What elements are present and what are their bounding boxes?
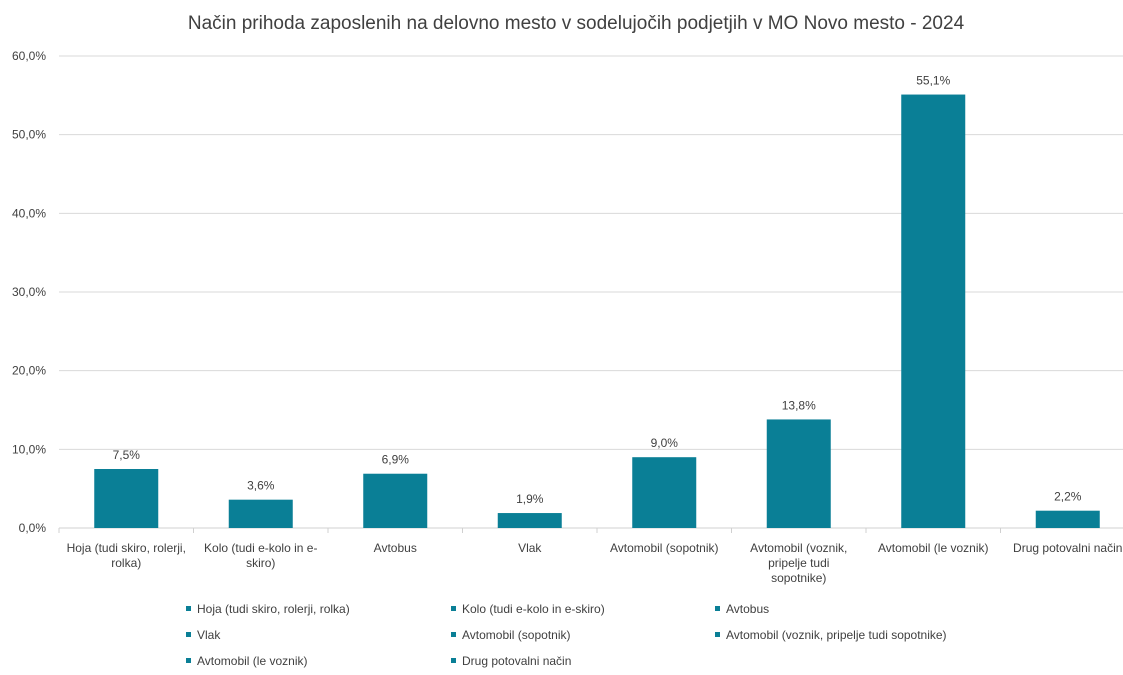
bar	[1035, 510, 1100, 528]
data-label: 55,1%	[916, 74, 950, 88]
legend: Hoja (tudi skiro, rolerji, rolka) Kolo (t…	[186, 602, 947, 668]
y-tick-label: 20,0%	[12, 364, 46, 378]
legend-label: Avtomobil (voznik, pripelje tudi sopotni…	[726, 628, 947, 642]
category-label: Avtomobil (le voznik)	[878, 541, 988, 555]
y-tick-label: 30,0%	[12, 285, 46, 299]
legend-swatch	[186, 632, 191, 637]
data-label: 9,0%	[651, 436, 679, 450]
bar	[497, 513, 562, 528]
legend-swatch	[715, 632, 720, 637]
y-tick-label: 0,0%	[19, 521, 47, 535]
data-label: 1,9%	[516, 492, 544, 506]
bar	[632, 457, 697, 528]
data-label: 3,6%	[247, 479, 275, 493]
legend-label: Avtobus	[726, 602, 769, 616]
legend-label: Hoja (tudi skiro, rolerji, rolka)	[197, 602, 350, 616]
y-tick-label: 60,0%	[12, 49, 46, 63]
data-label: 7,5%	[113, 448, 141, 462]
category-label: Drug potovalni način	[1013, 541, 1122, 555]
x-axis-categories: Hoja (tudi skiro, rolerji, rolka) Kolo (tu…	[67, 541, 1123, 585]
y-axis-ticks: 0,0% 10,0% 20,0% 30,0% 40,0% 50,0% 60,0%	[12, 49, 46, 535]
legend-swatch	[186, 606, 191, 611]
legend-swatch	[451, 606, 456, 611]
legend-swatch	[186, 658, 191, 663]
category-label: Avtomobil (voznik, pripelje tudi sopotnike…	[750, 541, 847, 585]
category-label: Vlak	[518, 541, 542, 555]
bar	[363, 473, 428, 528]
legend-swatch	[451, 658, 456, 663]
bars	[94, 94, 1100, 529]
legend-swatch	[715, 606, 720, 611]
category-label: Kolo (tudi e-kolo in e-skiro)	[204, 541, 317, 570]
data-label: 13,8%	[782, 398, 816, 412]
chart-title: Način prihoda zaposlenih na delovno mest…	[188, 13, 965, 34]
legend-label: Drug potovalni način	[462, 654, 571, 668]
data-label: 6,9%	[382, 453, 410, 467]
y-tick-label: 40,0%	[12, 206, 46, 220]
legend-label: Kolo (tudi e-kolo in e-skiro)	[462, 602, 605, 616]
grid-lines	[58, 55, 1123, 533]
y-tick-label: 10,0%	[12, 442, 46, 456]
bar	[228, 499, 293, 528]
legend-label: Avtomobil (le voznik)	[197, 654, 307, 668]
category-label: Avtomobil (sopotnik)	[610, 541, 719, 555]
data-labels: 7,5% 3,6% 6,9% 1,9% 9,0% 13,8% 55,1% 2,2%	[113, 74, 1082, 507]
bar	[94, 469, 159, 528]
bar	[901, 94, 966, 529]
legend-swatch	[451, 632, 456, 637]
data-label: 2,2%	[1054, 490, 1082, 504]
y-tick-label: 50,0%	[12, 128, 46, 142]
category-label: Hoja (tudi skiro, rolerji, rolka)	[67, 541, 186, 570]
category-label: Avtobus	[374, 541, 417, 555]
legend-label: Vlak	[197, 628, 221, 642]
bar	[766, 419, 831, 528]
legend-label: Avtomobil (sopotnik)	[462, 628, 571, 642]
